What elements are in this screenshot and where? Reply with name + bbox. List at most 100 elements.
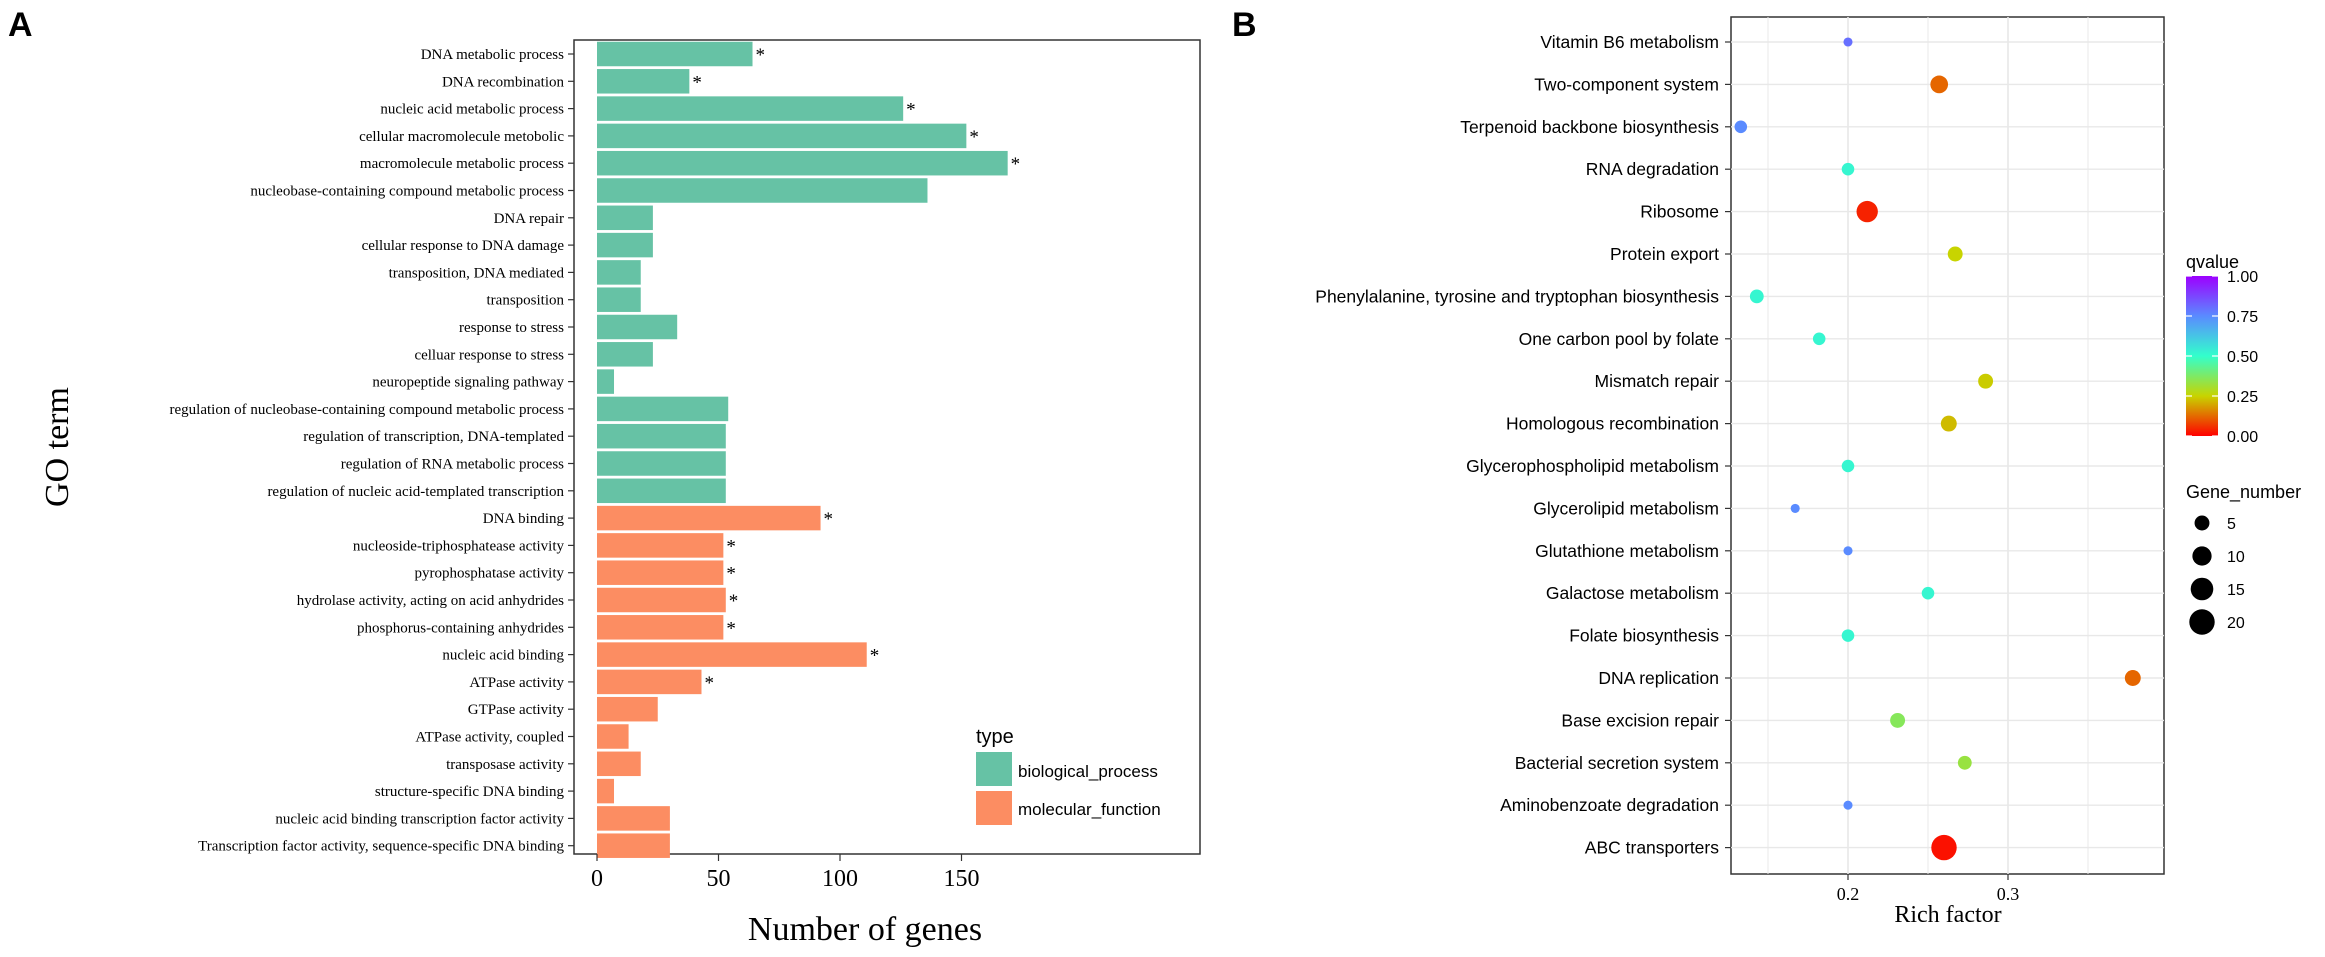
significance-marker: *	[692, 72, 702, 93]
dot-label-ribosome: Ribosome	[1640, 202, 1719, 222]
dot-label-phenylalanine-tyrosine-and-tryptophan-biosynthesis: Phenylalanine, tyrosine and tryptophan b…	[1315, 286, 1719, 306]
bar-hydrolase-activity-acting-on-acid-anhydrides	[597, 587, 726, 613]
dot-folate-biosynthesis	[1841, 629, 1855, 642]
bar-transposition-dna-mediated	[597, 260, 641, 285]
bar-label-nucleoside-triphosphatease-activity: nucleoside-triphosphatease activity	[353, 538, 565, 554]
dot-label-homologous-recombination: Homologous recombination	[1506, 414, 1719, 434]
dot-label-galactose-metabolism: Galactose metabolism	[1546, 583, 1719, 603]
dot-vitamin-b6-metabolism	[1843, 37, 1853, 47]
dot-label-mismatch-repair: Mismatch repair	[1595, 371, 1720, 391]
dot-plot-category-labels: Vitamin B6 metabolism Two-component syste…	[1315, 32, 1731, 858]
bar-regulation-of-nucleobase-containing-compound-metabolic-process	[597, 396, 729, 422]
significance-marker: *	[870, 646, 880, 667]
bar-gtpase-activity	[597, 696, 658, 722]
dot-protein-export	[1947, 246, 1963, 262]
bar-chart-x-axis-title: Number of genes	[748, 911, 982, 948]
bar-dna-recombination	[597, 69, 690, 94]
bar-label-celluar-response-to-stress: celluar response to stress	[414, 347, 564, 363]
bar-nucleic-acid-binding-transcription-factor-activity	[597, 806, 670, 831]
bar-chart-bars: * * * * * * * * * * * *	[597, 41, 1021, 858]
bar-transposition	[597, 287, 641, 312]
bar-label-gtpase-activity: GTPase activity	[468, 702, 565, 718]
dot-label-terpenoid-backbone-biosynthesis: Terpenoid backbone biosynthesis	[1460, 117, 1719, 137]
dot-glutathione-metabolism	[1843, 546, 1853, 556]
size-legend-label: 10	[2227, 549, 2245, 566]
bar-response-to-stress	[597, 314, 678, 340]
bar-label-nucleic-acid-binding: nucleic acid binding	[442, 648, 564, 664]
significance-marker: *	[704, 673, 714, 694]
bar-label-transposition-dna-mediated: transposition, DNA mediated	[389, 265, 565, 281]
x-tick-label: 0.2	[1837, 884, 1860, 904]
bar-chart-category-labels: DNA metabolic process DNA recombination nu…	[170, 47, 574, 855]
x-tick-label: 100	[822, 866, 858, 892]
size-legend-dot	[2194, 515, 2210, 531]
x-tick-label: 150	[944, 866, 980, 892]
dot-one-carbon-pool-by-folate	[1812, 332, 1826, 346]
bar-label-regulation-of-rna-metabolic-process: regulation of RNA metabolic process	[341, 457, 564, 473]
bar-label-response-to-stress: response to stress	[459, 320, 564, 336]
dot-label-rna-degradation: RNA degradation	[1586, 159, 1719, 179]
panel-b-label: B	[1232, 6, 1257, 44]
qvalue-tick-label: 1.00	[2227, 269, 2258, 286]
bar-label-nucleic-acid-binding-transcription-factor-activity: nucleic acid binding transcription facto…	[275, 811, 564, 827]
bar-label-phosphorus-containing-anhydrides: phosphorus-containing anhydrides	[357, 620, 564, 636]
dot-abc-transporters	[1931, 834, 1957, 861]
dot-label-folate-biosynthesis: Folate biosynthesis	[1569, 626, 1719, 646]
size-legend-dot	[2192, 546, 2212, 566]
dot-label-two-component-system: Two-component system	[1534, 74, 1719, 94]
dot-label-glycerophospholipid-metabolism: Glycerophospholipid metabolism	[1466, 456, 1719, 476]
bar-label-transposase-activity: transposase activity	[446, 757, 564, 773]
size-legend-dot	[2189, 609, 2215, 635]
bar-cellular-macromolecule-metobolic	[597, 123, 967, 149]
dot-label-protein-export: Protein export	[1610, 244, 1719, 264]
bar-pyrophosphatase-activity	[597, 560, 724, 585]
bar-dna-binding	[597, 505, 821, 531]
dot-mismatch-repair	[1978, 373, 1994, 389]
bar-nucleobase-containing-compound-metabolic-process	[597, 178, 928, 203]
bar-label-pyrophosphatase-activity: pyrophosphatase activity	[414, 566, 564, 582]
size-legend-label: 20	[2227, 615, 2245, 632]
significance-marker: *	[1011, 154, 1021, 175]
bar-label-dna-recombination: DNA recombination	[442, 74, 565, 90]
dot-label-bacterial-secretion-system: Bacterial secretion system	[1515, 753, 1719, 773]
legend-title: type	[976, 726, 1014, 748]
bar-label-cellular-response-to-dna-damage: cellular response to DNA damage	[362, 238, 565, 254]
bar-phosphorus-containing-anhydrides	[597, 615, 724, 640]
dot-dna-replication	[2124, 670, 2141, 686]
dot-plot-grid	[1731, 17, 2164, 874]
bar-label-hydrolase-activity-acting-on-acid-anhydrides: hydrolase activity, acting on acid anhyd…	[297, 593, 564, 609]
bar-nucleoside-triphosphatease-activity	[597, 533, 724, 558]
x-tick-label: 0	[591, 866, 603, 892]
bar-label-nucleic-acid-metabolic-process: nucleic acid metabolic process	[380, 102, 564, 118]
dot-plot-x-ticks: 0.2 0.3	[1837, 874, 2019, 904]
bar-transposase-activity	[597, 751, 641, 777]
bar-label-structure-specific-dna-binding: structure-specific DNA binding	[375, 784, 565, 800]
qvalue-tick-label: 0.25	[2227, 389, 2258, 406]
bar-dna-metabolic-process	[597, 41, 753, 67]
legend-label-biological-process: biological_process	[1018, 762, 1158, 781]
bar-regulation-of-transcription-dna-templated	[597, 423, 726, 449]
significance-marker: *	[726, 536, 736, 557]
dot-label-dna-replication: DNA replication	[1598, 668, 1719, 688]
bar-label-atpase-activity: ATPase activity	[469, 675, 564, 691]
bar-chart-legend: type biological_process molecular_functi…	[976, 726, 1161, 825]
significance-marker: *	[726, 564, 736, 585]
significance-marker: *	[729, 591, 739, 612]
significance-marker: *	[906, 100, 916, 121]
dot-label-glycerolipid-metabolism: Glycerolipid metabolism	[1533, 498, 1719, 518]
legend-label-molecular-function: molecular_function	[1018, 800, 1161, 819]
bar-chart-x-ticks: 0 50 100 150	[591, 854, 980, 892]
bar-label-dna-repair: DNA repair	[494, 211, 564, 227]
dot-label-vitamin-b6-metabolism: Vitamin B6 metabolism	[1540, 32, 1719, 52]
significance-marker: *	[756, 45, 766, 66]
legend-swatch-molecular-function	[976, 791, 1012, 825]
dot-phenylalanine-tyrosine-and-tryptophan-biosynthesis	[1749, 289, 1764, 304]
bar-regulation-of-nucleic-acid-templated-transcription	[597, 478, 726, 504]
bar-cellular-response-to-dna-damage	[597, 232, 653, 258]
qvalue-tick-label: 0.75	[2227, 309, 2258, 326]
bar-label-nucleobase-containing-compound-metabolic-process: nucleobase-containing compound metabolic…	[250, 184, 564, 200]
bar-transcription-factor-activity-sequence-specific-dna-binding	[597, 833, 670, 858]
gene-number-legend-items: 5 10 15 20	[2189, 515, 2245, 635]
qvalue-ticks: 1.00 0.75 0.50 0.25 0.00	[2186, 269, 2258, 446]
dot-homologous-recombination	[1940, 415, 1957, 432]
